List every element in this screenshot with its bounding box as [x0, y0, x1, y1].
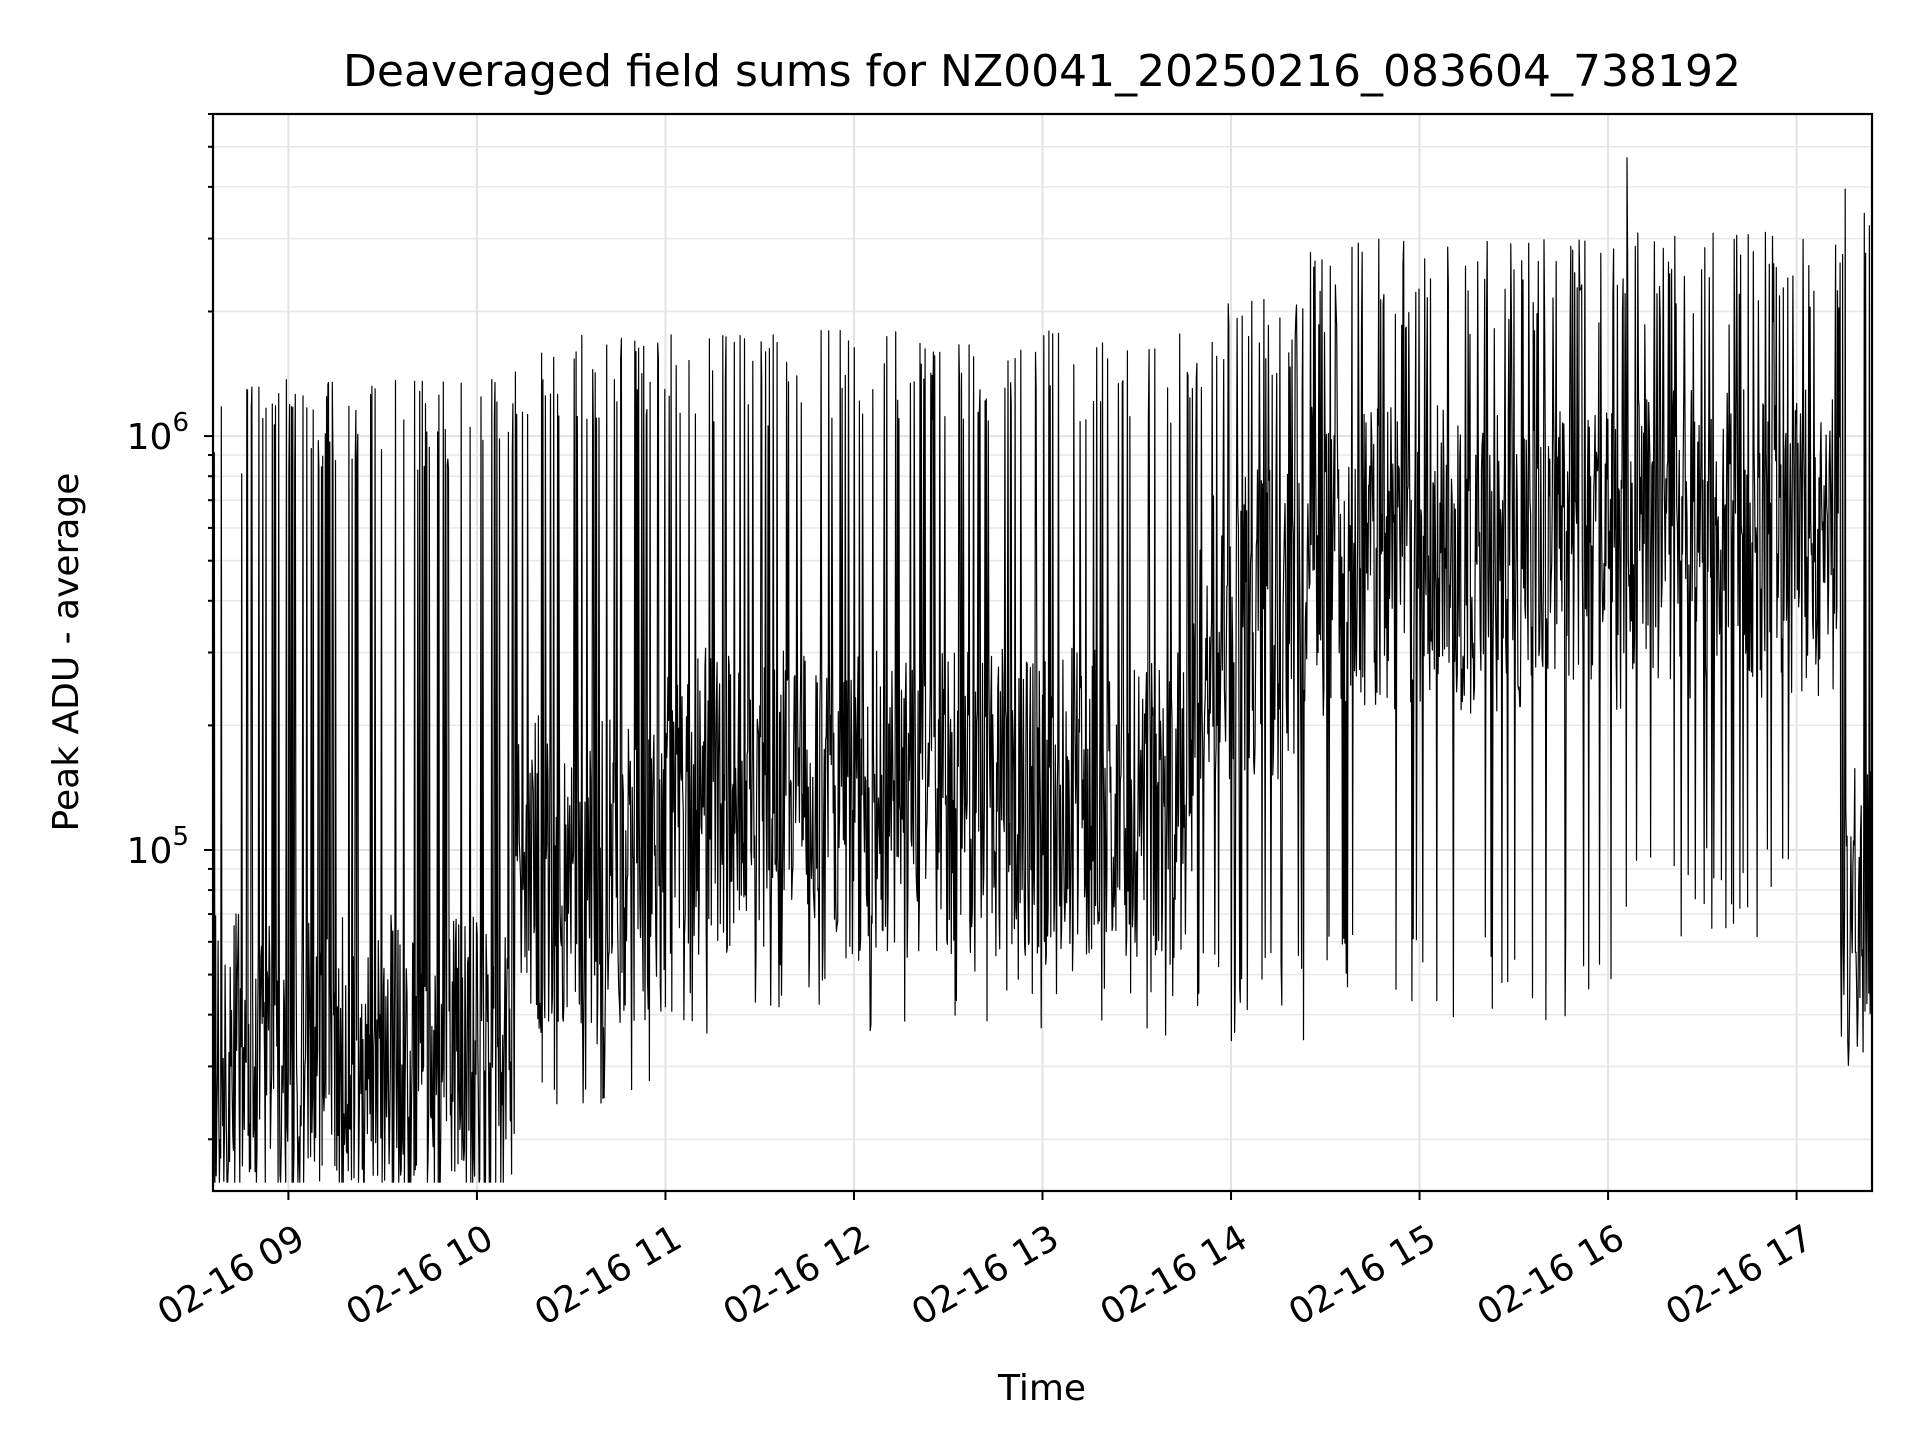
y-tick-exponent: 6 — [172, 408, 189, 438]
y-tick-base: 10 — [127, 417, 173, 458]
chart-title: Deaveraged field sums for NZ0041_2025021… — [343, 46, 1741, 97]
series-line-group — [213, 157, 1873, 1183]
x-tick-label: 02-16 16 — [1471, 1217, 1632, 1333]
x-tick-label: 02-16 15 — [1282, 1217, 1443, 1333]
y-tick-exponent: 5 — [172, 822, 189, 852]
x-tick-label: 02-16 13 — [905, 1217, 1066, 1333]
y-axis-label: Peak ADU - average — [46, 473, 87, 832]
x-tick-label: 02-16 12 — [717, 1217, 878, 1333]
x-tick-label: 02-16 17 — [1659, 1217, 1820, 1333]
x-tick-label: 02-16 14 — [1094, 1217, 1255, 1333]
x-tick-label: 02-16 09 — [151, 1217, 312, 1333]
y-tick-label: 106 — [127, 408, 189, 458]
y-tick-label: 105 — [127, 822, 189, 872]
x-tick-label: 02-16 10 — [340, 1217, 501, 1333]
x-axis-label: Time — [997, 1368, 1086, 1409]
x-tick-label: 02-16 11 — [528, 1217, 689, 1333]
series-line — [213, 157, 1873, 1183]
y-tick-base: 10 — [127, 831, 173, 872]
x-axis: 02-16 09 02-16 10 02-16 11 02-16 12 02-16 13… — [151, 1191, 1820, 1334]
